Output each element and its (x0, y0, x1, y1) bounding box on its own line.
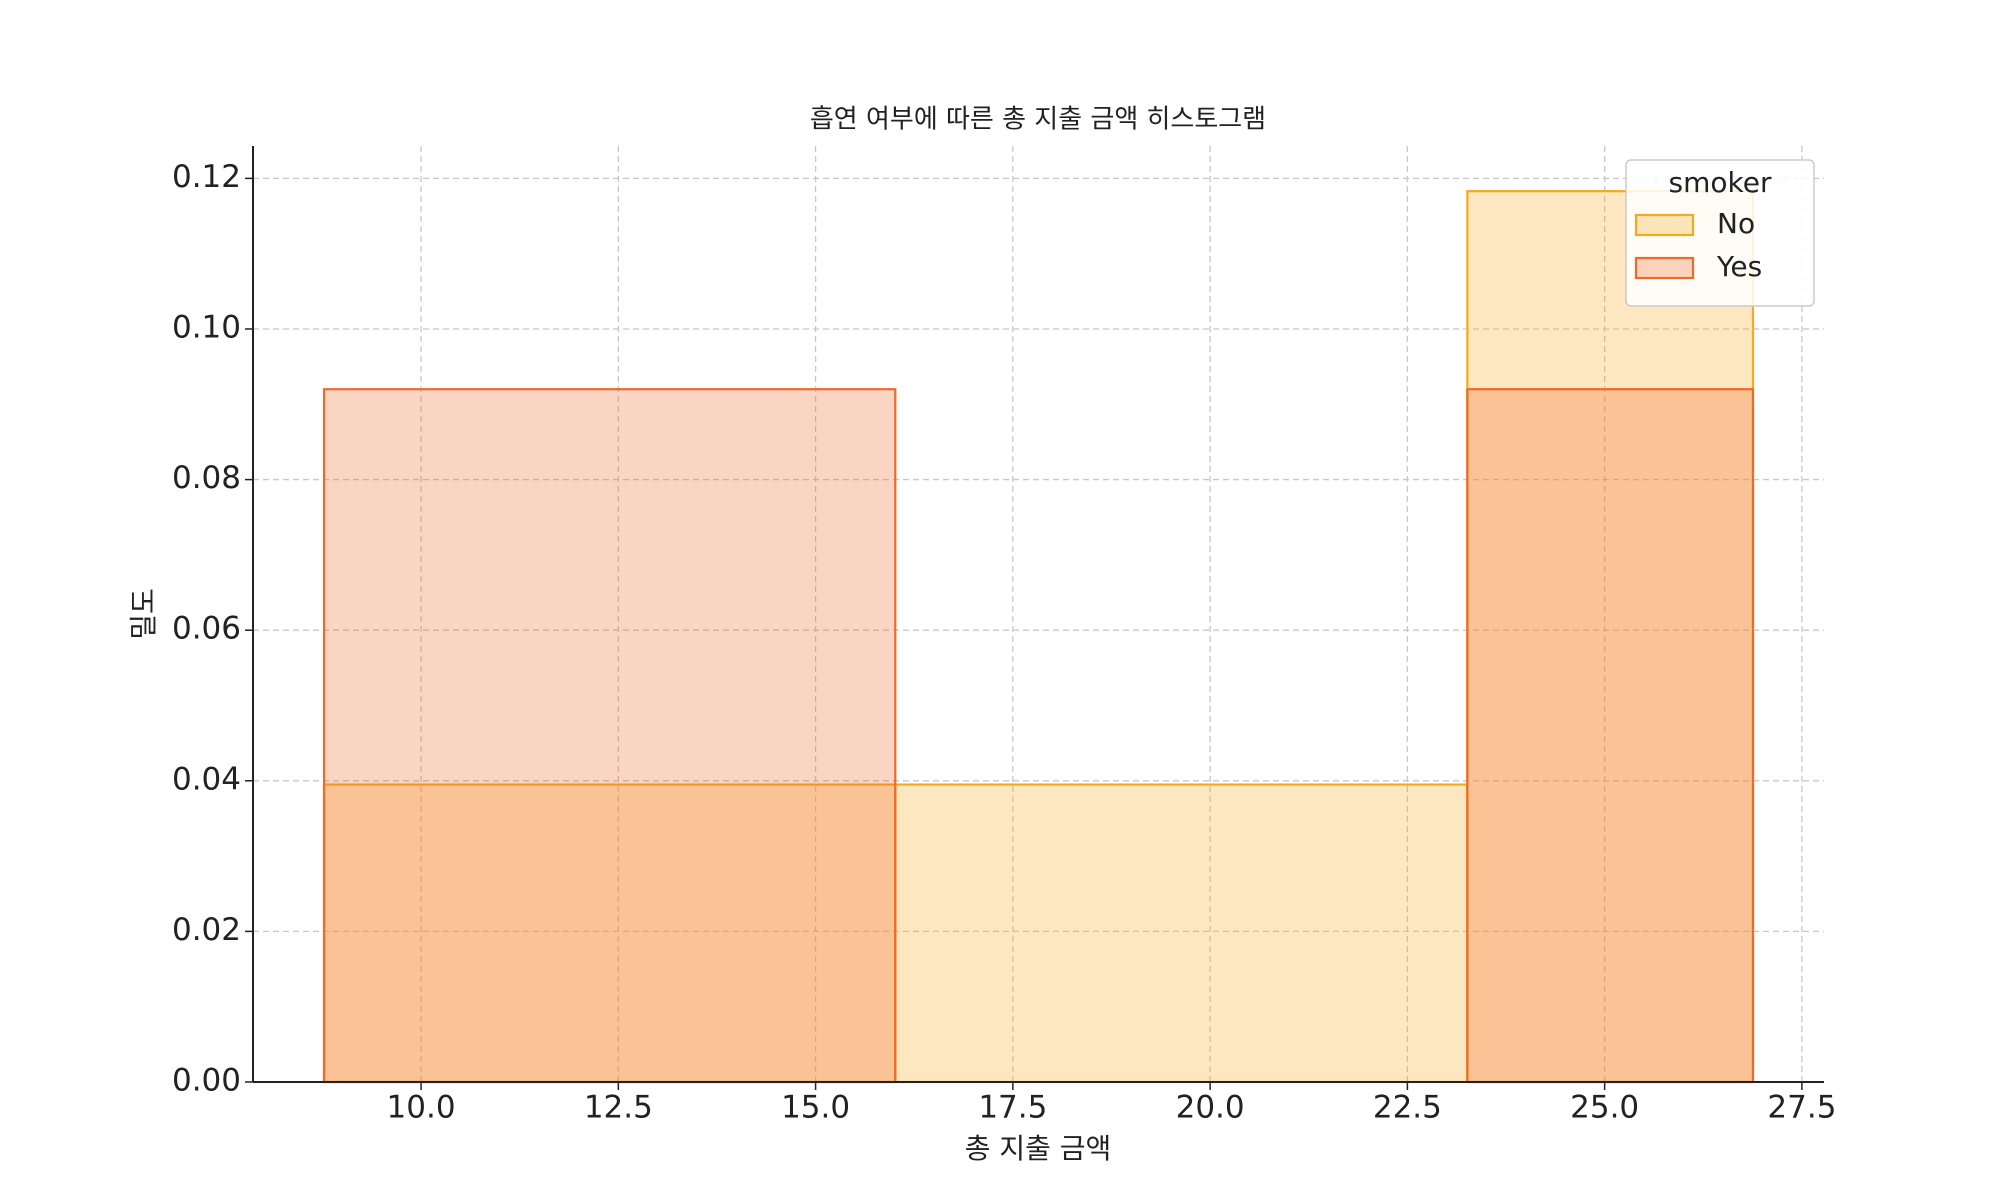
histogram-bar (1466, 388, 1755, 1084)
x-tick-label: 17.5 (978, 1090, 1047, 1126)
legend-title: smoker (1669, 166, 1772, 199)
y-tick-label: 0.04 (172, 761, 241, 797)
x-tick-label: 27.5 (1767, 1090, 1836, 1126)
legend-swatch (1634, 213, 1695, 237)
legend-swatch (1634, 256, 1695, 280)
x-tick-label: 15.0 (781, 1090, 850, 1126)
chart-title: 흡연 여부에 따른 총 지출 금액 히스토그램 (810, 105, 1266, 135)
x-tick-label: 10.0 (387, 1090, 456, 1126)
x-tick-label: 22.5 (1373, 1090, 1442, 1126)
y-tick-label: 0.02 (172, 912, 241, 948)
legend-box (1625, 159, 1815, 307)
x-axis-label: 총 지출 금액 (965, 1132, 1112, 1165)
histogram-bar (322, 783, 897, 1084)
histogram-bar (322, 388, 897, 1084)
y-tick-label: 0.00 (172, 1063, 241, 1099)
y-tick-label: 0.06 (172, 611, 241, 647)
x-tick-label: 12.5 (584, 1090, 653, 1126)
y-tick-label: 0.10 (172, 309, 241, 345)
x-tick-label: 20.0 (1176, 1090, 1245, 1126)
histogram-bar (1466, 190, 1755, 1084)
x-tick-label: 25.0 (1570, 1090, 1639, 1126)
legend-label: No (1717, 207, 1755, 240)
y-tick-label: 0.12 (172, 159, 241, 195)
y-axis-label: 밀도 (127, 588, 160, 640)
y-tick-label: 0.08 (172, 460, 241, 496)
legend-label: Yes (1716, 250, 1762, 283)
histogram-bar (894, 783, 1469, 1084)
